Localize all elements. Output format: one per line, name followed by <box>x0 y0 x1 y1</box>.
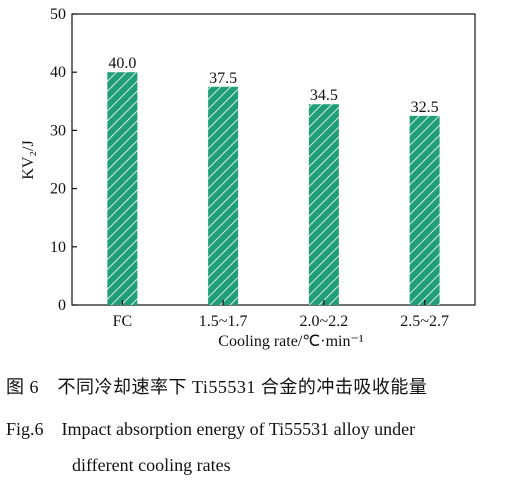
x-axis-title: Cooling rate/℃·min⁻¹ <box>218 333 364 350</box>
x-tick-label: 2.0~2.2 <box>300 313 349 330</box>
figure-caption-english-line2: different cooling rates <box>72 455 231 475</box>
data-label: 34.5 <box>310 87 338 104</box>
bar <box>409 115 440 305</box>
figure-caption-english-line1: Fig.6 Impact absorption energy of Ti5553… <box>6 419 416 439</box>
x-tick-label: 2.5~2.7 <box>400 313 449 330</box>
y-tick-label: 40 <box>50 64 66 81</box>
y-tick-label: 0 <box>58 297 66 314</box>
bar-chart: 0 10 20 30 40 50 40.0 FC 37.5 1.5~1.7 34.5 2.0~2.2 3… <box>20 6 476 350</box>
x-tick-label: FC <box>113 313 133 330</box>
y-tick-label: 10 <box>50 239 66 256</box>
y-tick-label: 20 <box>50 181 66 198</box>
data-label: 37.5 <box>209 70 237 87</box>
plot-area: 0 10 20 30 40 50 40.0 FC 37.5 1.5~1.7 34.5 2.0~2.2 3… <box>50 6 476 330</box>
y-tick-label: 30 <box>50 122 66 139</box>
figure-caption-chinese: 图 6 不同冷却速率下 Ti55531 合金的冲击吸收能量 <box>6 377 428 397</box>
bar <box>308 104 339 306</box>
y-tick-label: 50 <box>50 6 66 23</box>
data-label: 40.0 <box>108 55 136 72</box>
bar <box>107 72 138 305</box>
y-axis-title: KV₂/J <box>20 140 37 179</box>
plot-frame <box>71 13 476 306</box>
data-label: 32.5 <box>411 99 439 116</box>
x-tick-label: 1.5~1.7 <box>199 313 248 330</box>
bar <box>208 86 239 305</box>
